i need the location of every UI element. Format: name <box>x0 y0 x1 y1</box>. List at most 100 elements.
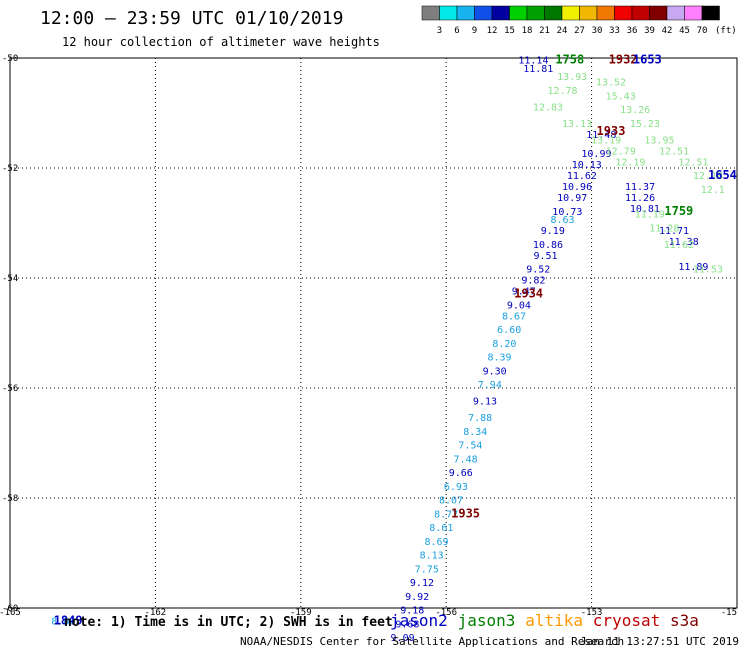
swh-data-point: 10.81 <box>630 204 660 215</box>
wave-height-color-scale: 3 6 9 12 15 18 21 24 27 30 33 36 39 42 45 70 <box>421 5 720 36</box>
swh-data-point: 7.48 <box>454 454 478 465</box>
swh-data-point: 11.38 <box>669 237 699 248</box>
scale-tick-label: 12 <box>487 26 498 36</box>
swh-data-point: 10.96 <box>562 182 592 193</box>
scale-tick-label: 39 <box>644 26 655 36</box>
scale-tick-label: 24 <box>557 26 568 36</box>
swh-data-point: 8.69 <box>424 537 448 548</box>
swh-data-point: 12.18 <box>693 171 723 182</box>
swh-data-point: 12.51 <box>659 146 689 157</box>
scale-tick-label: 18 <box>522 26 533 36</box>
swh-data-point: 11.81 <box>523 64 553 75</box>
legend-s3a: s3a <box>670 611 699 630</box>
swh-data-point: 6.93 <box>444 482 468 493</box>
scale-swatch <box>544 5 563 21</box>
pass-time-label: 1654 <box>708 168 737 182</box>
timestamp-text: Jan 11 13:27:51 UTC 2019 <box>580 635 739 648</box>
pass-time-label: 1935 <box>451 506 480 520</box>
scale-tick-label: 9 <box>472 26 477 36</box>
swh-data-point: 12.51 <box>678 157 708 168</box>
swh-data-point: 9.09 <box>391 633 415 644</box>
x-tick-label: -165 <box>0 608 21 618</box>
swh-data-point: 13.19 <box>591 135 621 146</box>
swh-data-point: 13.26 <box>620 105 650 116</box>
scale-swatch <box>491 5 510 21</box>
scale-tick-label: 3 <box>437 26 442 36</box>
swh-data-point: 8.20 <box>492 339 516 350</box>
y-tick-label: -60 <box>2 604 18 614</box>
swh-data-point: 7.94 <box>478 380 502 391</box>
scale-tick-label: 70 <box>697 26 708 36</box>
scale-unit-label: (ft) <box>715 26 737 36</box>
legend-jason2: jason2 <box>390 611 448 630</box>
data-points: 11.4810.9910.1311.6210.9610.9710.738.639… <box>51 53 737 645</box>
legend-jason3: jason3 <box>458 611 516 630</box>
swh-data-point: 11.53 <box>693 265 723 276</box>
swh-data-point: 7.75 <box>415 564 439 575</box>
scale-swatch <box>649 5 668 21</box>
swh-data-point: 10.13 <box>572 160 602 171</box>
swh-data-point: 8.61 <box>429 523 453 534</box>
scale-swatch <box>474 5 493 21</box>
scale-tick-label: 6 <box>454 26 459 36</box>
swh-data-point: 13.13 <box>562 119 592 130</box>
swh-data-point: 13.95 <box>644 135 674 146</box>
swh-data-point: 8.63 <box>550 215 574 226</box>
scale-swatch <box>561 5 580 21</box>
swh-data-point: 10.97 <box>557 193 587 204</box>
swh-data-point: 9.66 <box>449 468 473 479</box>
y-tick-label: -54 <box>2 274 18 284</box>
swh-data-point: 6.60 <box>497 325 521 336</box>
scale-tick-label: 42 <box>662 26 673 36</box>
scale-swatch <box>666 5 685 21</box>
scale-swatch <box>631 5 650 21</box>
y-tick-label: -58 <box>2 494 18 504</box>
pass-time-label: 1932 <box>609 53 638 67</box>
swh-data-point: 12.79 <box>606 146 636 157</box>
swh-data-point: 8.34 <box>463 427 487 438</box>
swh-data-point: 8.39 <box>487 353 511 364</box>
swh-data-point: 11.62 <box>567 171 597 182</box>
swh-data-point: 9.82 <box>521 276 545 287</box>
plot-frame <box>9 57 738 609</box>
swh-data-point: 9.04 <box>507 300 531 311</box>
pass-time-label: 1849 <box>54 614 83 628</box>
scale-tick-label: 30 <box>592 26 603 36</box>
x-tick-label: -162 <box>145 608 167 618</box>
scale-swatch <box>614 5 633 21</box>
scale-swatch <box>439 5 458 21</box>
swh-data-point: 12.1 <box>701 185 725 196</box>
swh-data-point: 9.92 <box>405 592 429 603</box>
legend-note: note: 1) Time is in UTC; 2) SWH is in fe… <box>64 615 393 630</box>
pass-time-label: 1934 <box>514 286 543 300</box>
credit-text: NOAA/NESDIS Center for Satellite Applica… <box>240 635 624 648</box>
pass-time-label: 1758 <box>555 53 584 67</box>
swh-data-point: 11.89 <box>678 262 708 273</box>
swh-data-point: 11.19 <box>635 210 665 221</box>
swh-data-point: 15.43 <box>606 91 636 102</box>
swh-data-point: 12.19 <box>615 157 645 168</box>
chart-subtitle: 12 hour collection of altimeter wave hei… <box>62 35 380 49</box>
scale-tick-label: 33 <box>609 26 620 36</box>
swh-data-point: 9.47 <box>512 287 536 298</box>
scale-swatch <box>421 5 440 21</box>
x-tick-label: -156 <box>435 608 457 618</box>
scale-swatch <box>596 5 615 21</box>
scale-swatch <box>684 5 703 21</box>
swh-data-point: 15.23 <box>630 119 660 130</box>
scale-tick-label: 27 <box>574 26 585 36</box>
legend-altika: altika <box>525 611 583 630</box>
pass-time-label: 1933 <box>597 124 626 138</box>
swh-data-point: 10.99 <box>581 149 611 160</box>
swh-data-point: 13.93 <box>557 72 587 83</box>
swh-data-point: 9.19 <box>541 226 565 237</box>
satellite-legend: jason2 jason3 altika cryosat s3a <box>390 611 699 630</box>
swh-data-point: 11.14 <box>518 56 548 67</box>
swh-data-point: 11.48 <box>586 130 616 141</box>
x-tick-label: -15 <box>721 608 737 618</box>
swh-data-point: 13.52 <box>596 78 626 89</box>
swh-data-point: 11.71 <box>659 226 689 237</box>
swh-data-point: 8.88 <box>51 617 75 628</box>
scale-swatch <box>509 5 528 21</box>
